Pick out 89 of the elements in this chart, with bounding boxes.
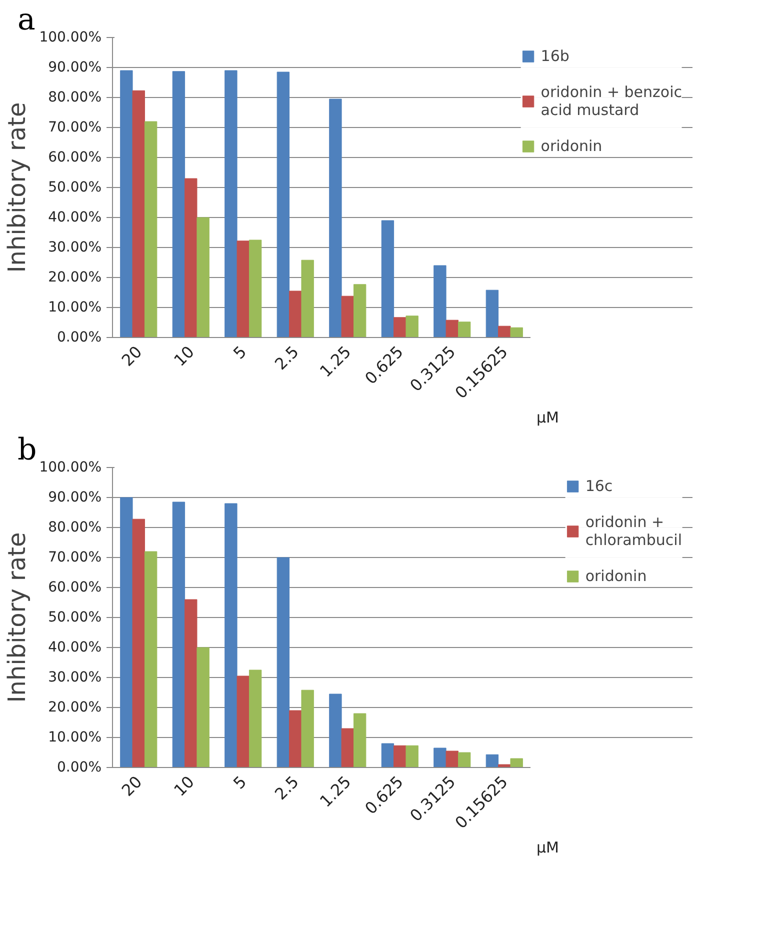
bar (434, 265, 446, 338)
x-tick-label: 2.5 (271, 342, 302, 374)
y-axis-title: Inhibitory rate (3, 102, 32, 273)
legend-label: 16c (585, 477, 613, 495)
bar (289, 290, 302, 338)
bar (406, 316, 418, 338)
bar (446, 750, 458, 768)
bar (486, 290, 499, 338)
y-axis-title: Inhibitory rate (3, 532, 32, 703)
bar (289, 710, 302, 768)
x-tick-label: 5 (230, 342, 250, 363)
y-tick-label: 100.00% (39, 30, 102, 46)
bar (236, 240, 250, 338)
bar (486, 754, 499, 768)
bar (172, 502, 186, 768)
y-tick-label: 70.00% (48, 120, 102, 136)
x-tick-label: 10 (170, 342, 198, 370)
y-tick-label: 30.00% (48, 670, 102, 686)
bar (458, 752, 471, 768)
y-tick-label: 0.00% (57, 330, 102, 346)
x-tick-label: 5 (230, 772, 250, 793)
legend-label: oridonin + benzoic acid mustard (540, 83, 682, 119)
y-tick-label: 90.00% (48, 490, 102, 506)
y-tick-label: 60.00% (48, 150, 102, 166)
bar (510, 758, 523, 768)
bar (301, 260, 314, 338)
y-tick-label: 100.00% (39, 460, 102, 476)
bar (196, 217, 210, 338)
legend-label: oridonin + chlorambucil (585, 513, 682, 549)
text: b (18, 432, 37, 468)
y-tick-label: 80.00% (48, 90, 102, 106)
y-tick-label: 0.00% (57, 760, 102, 776)
bar (276, 72, 290, 338)
x-axis-title: μM (536, 408, 560, 426)
bar (196, 647, 210, 768)
bar (172, 71, 186, 338)
bar (224, 70, 238, 338)
x-tick-label: 10 (170, 772, 198, 800)
bar (120, 70, 133, 338)
x-tick-label: 2.5 (271, 772, 302, 804)
bar (248, 670, 262, 768)
bar (353, 713, 366, 768)
y-tick-label: 40.00% (48, 640, 102, 656)
bar (458, 322, 471, 338)
legend-label: oridonin (585, 567, 647, 585)
bar (341, 296, 354, 338)
bar (132, 90, 145, 338)
y-tick-label: 10.00% (48, 730, 102, 746)
y-tick-label: 20.00% (48, 700, 102, 716)
bar (120, 497, 133, 768)
bar (329, 694, 342, 768)
bar (434, 748, 446, 768)
bar (381, 743, 394, 768)
bar (248, 240, 262, 338)
y-tick-label: 80.00% (48, 520, 102, 536)
bar (341, 728, 354, 768)
y-tick-label: 50.00% (48, 180, 102, 196)
text: a (18, 2, 36, 38)
bar (329, 98, 342, 338)
bar (353, 284, 366, 338)
bar (184, 178, 198, 338)
bar (381, 220, 394, 338)
y-tick-label: 40.00% (48, 210, 102, 226)
bar (406, 745, 418, 768)
bar (132, 518, 145, 768)
y-tick-label: 50.00% (48, 610, 102, 626)
y-tick-label: 20.00% (48, 270, 102, 286)
bar (446, 320, 458, 338)
y-tick-label: 30.00% (48, 240, 102, 256)
bar (144, 551, 158, 768)
bar (224, 503, 238, 768)
legend-label: oridonin (540, 137, 602, 155)
bar (301, 690, 314, 768)
bar (394, 317, 406, 338)
legend-label: 16b (540, 47, 570, 65)
x-tick-label: 20 (118, 772, 146, 800)
bar (510, 327, 523, 338)
x-tick-label: 20 (118, 342, 146, 370)
bar (236, 676, 250, 768)
bar (184, 599, 198, 768)
x-axis-title: μM (536, 838, 560, 856)
y-tick-label: 10.00% (48, 300, 102, 316)
bar (276, 557, 290, 768)
y-tick-label: 90.00% (48, 60, 102, 76)
bar (144, 121, 158, 338)
bar (394, 745, 406, 768)
y-tick-label: 70.00% (48, 550, 102, 566)
y-tick-label: 60.00% (48, 580, 102, 596)
bar (498, 326, 511, 338)
